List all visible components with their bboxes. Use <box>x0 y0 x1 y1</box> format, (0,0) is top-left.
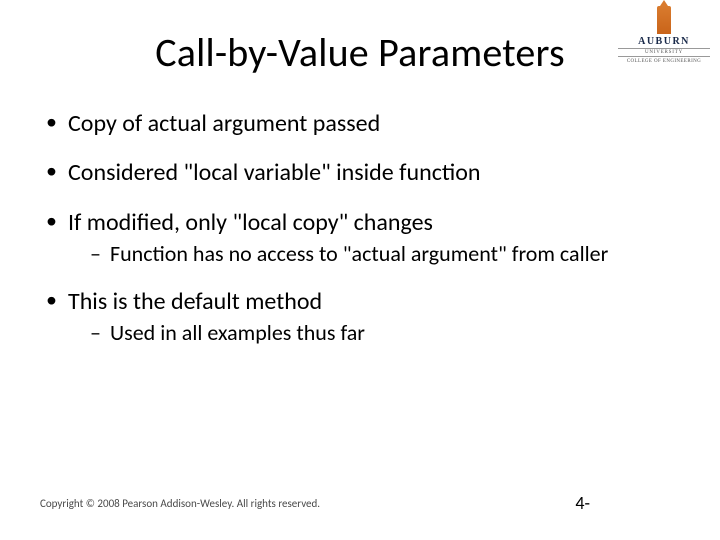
slide: AUBURN UNIVERSITY COLLEGE OF ENGINEERING… <box>0 0 720 540</box>
bullet-list: Copy of actual argument passed Considere… <box>28 109 692 347</box>
sub-text: Used in all examples thus far <box>110 319 365 346</box>
logo-university-name: AUBURN <box>618 36 710 47</box>
bullet-text: Considered "local variable" inside funct… <box>68 158 480 187</box>
university-logo: AUBURN UNIVERSITY COLLEGE OF ENGINEERING <box>618 6 710 64</box>
logo-tower-icon <box>657 6 671 34</box>
slide-title: Call-by-Value Parameters <box>28 28 692 77</box>
logo-college: COLLEGE OF ENGINEERING <box>618 59 710 64</box>
sub-item: Function has no access to "actual argume… <box>90 241 692 267</box>
sub-item: Used in all examples thus far <box>90 320 692 346</box>
list-item: This is the default method Used in all e… <box>46 287 692 347</box>
logo-university-sub: UNIVERSITY <box>618 48 710 57</box>
sub-list: Used in all examples thus far <box>68 320 692 346</box>
sub-text: Function has no access to "actual argume… <box>110 240 608 267</box>
sub-list: Function has no access to "actual argume… <box>68 241 692 267</box>
list-item: If modified, only "local copy" changes F… <box>46 208 692 268</box>
bullet-text: If modified, only "local copy" changes <box>68 208 433 237</box>
bullet-text: This is the default method <box>68 287 322 316</box>
list-item: Considered "local variable" inside funct… <box>46 158 692 187</box>
bullet-text: Copy of actual argument passed <box>68 109 380 138</box>
page-number: 4- <box>575 492 590 514</box>
list-item: Copy of actual argument passed <box>46 109 692 138</box>
copyright-footer: Copyright © 2008 Pearson Addison-Wesley.… <box>40 497 320 510</box>
